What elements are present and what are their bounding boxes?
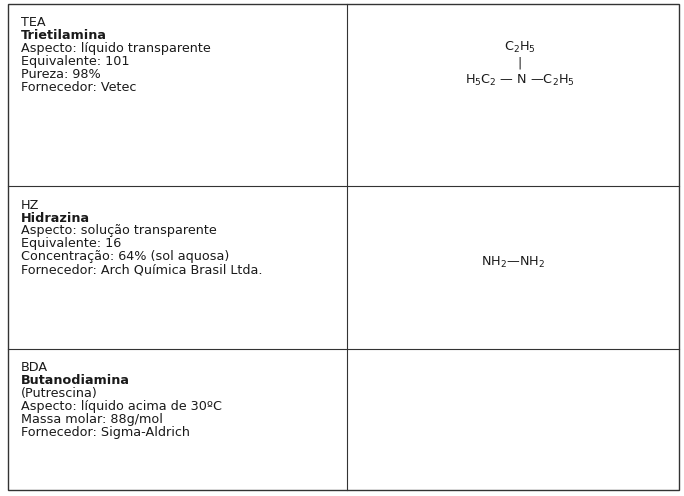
Text: (Putrescina): (Putrescina) [21,387,97,400]
Text: Equivalente: 16: Equivalente: 16 [21,237,121,250]
Text: Fornecedor: Vetec: Fornecedor: Vetec [21,81,136,94]
Text: Aspecto: solução transparente: Aspecto: solução transparente [21,224,216,238]
Text: Hidrazina: Hidrazina [21,211,90,225]
Text: Fornecedor: Sigma-Aldrich: Fornecedor: Sigma-Aldrich [21,426,189,439]
Text: Concentração: 64% (sol aquosa): Concentração: 64% (sol aquosa) [21,250,228,263]
Text: $\mathregular{NH_2}$—$\mathregular{NH_2}$: $\mathregular{NH_2}$—$\mathregular{NH_2}… [481,255,544,270]
Text: Trietilamina: Trietilamina [21,29,107,42]
Text: TEA: TEA [21,16,45,29]
Text: Pureza: 98%: Pureza: 98% [21,68,101,81]
Text: $\mathregular{C_2H_5}$: $\mathregular{C_2H_5}$ [503,40,536,55]
Text: Butanodiamina: Butanodiamina [21,374,129,387]
Text: Massa molar: 88g/mol: Massa molar: 88g/mol [21,413,162,426]
Text: $\mathregular{H_5C_2}$ — N —$\mathregular{C_2H_5}$: $\mathregular{H_5C_2}$ — N —$\mathregula… [464,73,575,88]
Text: Aspecto: líquido acima de 30ºC: Aspecto: líquido acima de 30ºC [21,400,222,413]
Text: |: | [517,57,522,70]
Text: Fornecedor: Arch Química Brasil Ltda.: Fornecedor: Arch Química Brasil Ltda. [21,263,262,276]
Text: HZ: HZ [21,198,39,212]
Text: Equivalente: 101: Equivalente: 101 [21,55,129,68]
Text: BDA: BDA [21,362,48,374]
Text: Aspecto: líquido transparente: Aspecto: líquido transparente [21,42,210,55]
